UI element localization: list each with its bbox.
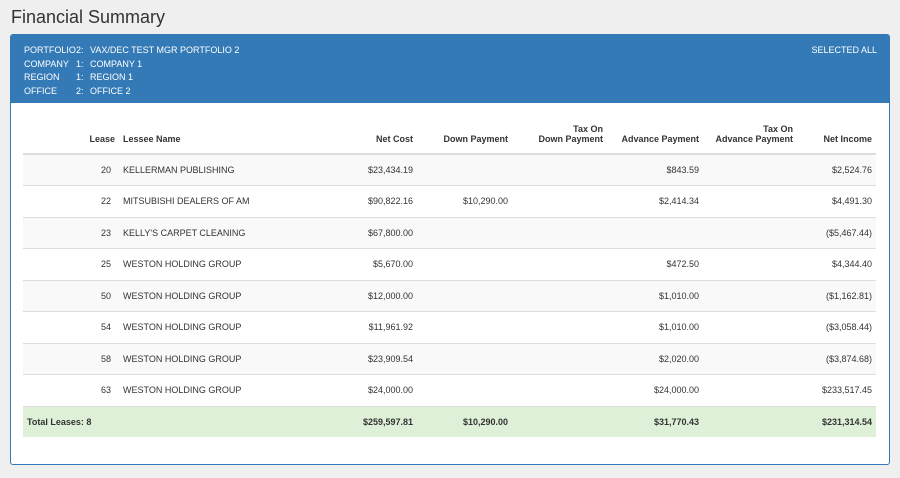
cell-tax-on-advance-payment	[703, 342, 797, 375]
cell-net-income: $2,524.76	[797, 153, 876, 186]
cell-net-cost: $24,000.00	[305, 374, 417, 406]
total-tax-on-down-payment	[512, 405, 607, 437]
cell-down-payment	[417, 153, 512, 186]
cell-tax-on-down-payment	[512, 216, 607, 249]
col-tax-on-down-payment: Tax On Down Payment	[512, 122, 607, 155]
filter-header: PORTFOLIO 2: VAX/DEC TEST MGR PORTFOLIO …	[11, 35, 889, 103]
cell-net-income: $4,491.30	[797, 185, 876, 217]
cell-net-income: ($1,162.81)	[797, 279, 876, 312]
total-advance-payment: $31,770.43	[607, 405, 703, 437]
header-company: COMPANY 1: COMPANY 1	[24, 58, 143, 69]
table-row: 54 WESTON HOLDING GROUP $11,961.92 $1,01…	[23, 311, 876, 343]
totals-row: Total Leases: 8 $259,597.81 $10,290.00 $…	[23, 405, 876, 437]
cell-net-income: ($5,467.44)	[797, 216, 876, 249]
cell-tax-on-advance-payment	[703, 153, 797, 186]
cell-net-income: ($3,058.44)	[797, 311, 876, 343]
header-office: OFFICE 2: OFFICE 2	[24, 85, 131, 96]
cell-net-cost: $90,822.16	[305, 185, 417, 217]
cell-lessee-name: MITSUBISHI DEALERS OF AM	[115, 185, 305, 217]
cell-tax-on-advance-payment	[703, 374, 797, 406]
page-title: Financial Summary	[11, 7, 166, 27]
total-leases-label: Total Leases: 8	[23, 405, 305, 437]
cell-advance-payment: $472.50	[607, 248, 703, 280]
cell-down-payment	[417, 374, 512, 406]
financial-table: Lease Lessee Name Net Cost Down Payment …	[23, 122, 876, 437]
table-row: 22 MITSUBISHI DEALERS OF AM $90,822.16 $…	[23, 185, 876, 217]
col-down-payment: Down Payment	[417, 122, 512, 155]
table-row: 23 KELLY'S CARPET CLEANING $67,800.00 ($…	[23, 216, 876, 249]
cell-lease: 20	[23, 153, 115, 186]
cell-tax-on-down-payment	[512, 153, 607, 186]
cell-net-cost: $23,909.54	[305, 342, 417, 375]
cell-tax-on-advance-payment	[703, 216, 797, 249]
cell-advance-payment: $2,020.00	[607, 342, 703, 375]
cell-lessee-name: KELLY'S CARPET CLEANING	[115, 216, 305, 249]
table-header-row: Lease Lessee Name Net Cost Down Payment …	[23, 122, 876, 155]
cell-lessee-name: WESTON HOLDING GROUP	[115, 374, 305, 406]
table-row: 50 WESTON HOLDING GROUP $12,000.00 $1,01…	[23, 279, 876, 312]
col-lease: Lease	[23, 122, 115, 155]
table-row: 63 WESTON HOLDING GROUP $24,000.00 $24,0…	[23, 374, 876, 406]
col-net-income: Net Income	[797, 122, 876, 155]
cell-tax-on-advance-payment	[703, 279, 797, 312]
cell-net-cost: $5,670.00	[305, 248, 417, 280]
cell-tax-on-advance-payment	[703, 185, 797, 217]
table-row: 58 WESTON HOLDING GROUP $23,909.54 $2,02…	[23, 342, 876, 375]
cell-tax-on-down-payment	[512, 374, 607, 406]
cell-advance-payment: $1,010.00	[607, 279, 703, 312]
cell-down-payment	[417, 279, 512, 312]
cell-lessee-name: WESTON HOLDING GROUP	[115, 311, 305, 343]
cell-down-payment	[417, 248, 512, 280]
total-net-income: $231,314.54	[797, 405, 876, 437]
cell-net-cost: $23,434.19	[305, 153, 417, 186]
cell-tax-on-down-payment	[512, 342, 607, 375]
cell-lessee-name: WESTON HOLDING GROUP	[115, 279, 305, 312]
selected-all-label: SELECTED ALL	[811, 45, 877, 55]
cell-lease: 23	[23, 216, 115, 249]
cell-net-income: $4,344.40	[797, 248, 876, 280]
cell-lease: 22	[23, 185, 115, 217]
total-net-cost: $259,597.81	[305, 405, 417, 437]
col-advance-payment: Advance Payment	[607, 122, 703, 155]
cell-advance-payment: $24,000.00	[607, 374, 703, 406]
cell-lessee-name: WESTON HOLDING GROUP	[115, 342, 305, 375]
cell-lease: 58	[23, 342, 115, 375]
cell-tax-on-down-payment	[512, 279, 607, 312]
cell-tax-on-down-payment	[512, 185, 607, 217]
cell-down-payment	[417, 342, 512, 375]
cell-down-payment	[417, 311, 512, 343]
cell-tax-on-down-payment	[512, 248, 607, 280]
col-net-cost: Net Cost	[305, 122, 417, 155]
cell-net-cost: $67,800.00	[305, 216, 417, 249]
col-lessee-name: Lessee Name	[115, 122, 305, 155]
cell-net-cost: $12,000.00	[305, 279, 417, 312]
cell-net-income: $233,517.45	[797, 374, 876, 406]
cell-lease: 50	[23, 279, 115, 312]
table-row: 20 KELLERMAN PUBLISHING $23,434.19 $843.…	[23, 153, 876, 186]
cell-tax-on-advance-payment	[703, 311, 797, 343]
cell-lessee-name: WESTON HOLDING GROUP	[115, 248, 305, 280]
cell-tax-on-advance-payment	[703, 248, 797, 280]
cell-advance-payment: $2,414.34	[607, 185, 703, 217]
cell-tax-on-down-payment	[512, 311, 607, 343]
cell-net-cost: $11,961.92	[305, 311, 417, 343]
cell-advance-payment: $843.59	[607, 153, 703, 186]
cell-lease: 25	[23, 248, 115, 280]
cell-lessee-name: KELLERMAN PUBLISHING	[115, 153, 305, 186]
total-down-payment: $10,290.00	[417, 405, 512, 437]
header-region: REGION 1: REGION 1	[24, 72, 134, 82]
table-row: 25 WESTON HOLDING GROUP $5,670.00 $472.5…	[23, 248, 876, 280]
cell-net-income: ($3,874.68)	[797, 342, 876, 375]
cell-lease: 63	[23, 374, 115, 406]
cell-advance-payment	[607, 216, 703, 249]
cell-advance-payment: $1,010.00	[607, 311, 703, 343]
cell-lease: 54	[23, 311, 115, 343]
total-tax-on-advance-payment	[703, 405, 797, 437]
col-tax-on-advance-payment: Tax On Advance Payment	[703, 122, 797, 155]
cell-down-payment	[417, 216, 512, 249]
header-portfolio: PORTFOLIO 2: VAX/DEC TEST MGR PORTFOLIO …	[24, 45, 240, 55]
cell-down-payment: $10,290.00	[417, 185, 512, 217]
